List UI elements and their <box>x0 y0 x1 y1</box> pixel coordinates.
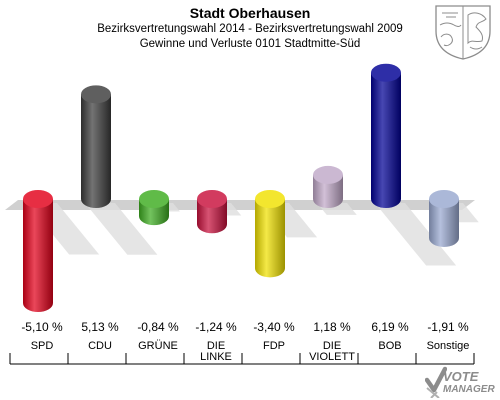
value-label: 6,19 % <box>371 320 409 334</box>
chart-subtitle-election: Bezirksvertretungswahl 2014 - Bezirksver… <box>97 23 403 35</box>
logo-line-2: MANAGER <box>443 384 495 395</box>
value-label: 1,18 % <box>313 320 351 334</box>
value-label: 5,13 % <box>81 320 119 334</box>
category-label: DIE <box>323 340 341 352</box>
bar-spd <box>23 199 53 313</box>
value-label: -1,91 % <box>427 320 469 334</box>
category-label: Sonstige <box>427 340 470 352</box>
bar-cap <box>23 190 53 208</box>
logo-line-1: VOTE <box>443 369 479 384</box>
bar-cap <box>429 190 459 208</box>
value-label: -5,10 % <box>21 320 63 334</box>
bar-cap <box>371 63 401 82</box>
bar-cap <box>81 85 111 104</box>
bar-fdp <box>255 199 285 278</box>
checkmark-logo-icon <box>425 366 447 398</box>
bar-cap <box>197 190 227 208</box>
value-label: -1,24 % <box>195 320 237 334</box>
category-label: BOB <box>378 340 401 352</box>
bar-bob <box>371 72 401 208</box>
category-label: FDP <box>263 340 285 352</box>
category-label: SPD <box>31 340 54 352</box>
bar-shadow <box>85 203 158 255</box>
page-title: Stadt Oberhausen <box>189 5 311 21</box>
bar-cap <box>139 190 169 208</box>
bar-die-violetten <box>313 174 343 208</box>
chart-subtitle-district: Gewinne und Verluste 0101 Stadtmitte-Süd <box>139 38 361 50</box>
bar-cdu <box>81 94 111 208</box>
value-label: -0,84 % <box>137 320 179 334</box>
category-label: DIE <box>207 340 225 352</box>
votemanager-logo: VOTE MANAGER <box>425 366 499 398</box>
category-label: CDU <box>88 340 112 352</box>
bar-sonstige <box>429 199 459 247</box>
bar-die-linke <box>197 199 227 234</box>
category-label: LINKE <box>200 351 232 363</box>
bar-cap <box>313 165 343 184</box>
category-label: GRÜNE <box>138 340 178 352</box>
value-label: -3,40 % <box>253 320 295 334</box>
category-label: VIOLETT <box>309 351 355 363</box>
zero-baseline-plane <box>5 200 475 210</box>
bar-cap <box>255 190 285 208</box>
coat-of-arms-icon <box>435 5 491 60</box>
bar-shadow <box>375 203 457 266</box>
